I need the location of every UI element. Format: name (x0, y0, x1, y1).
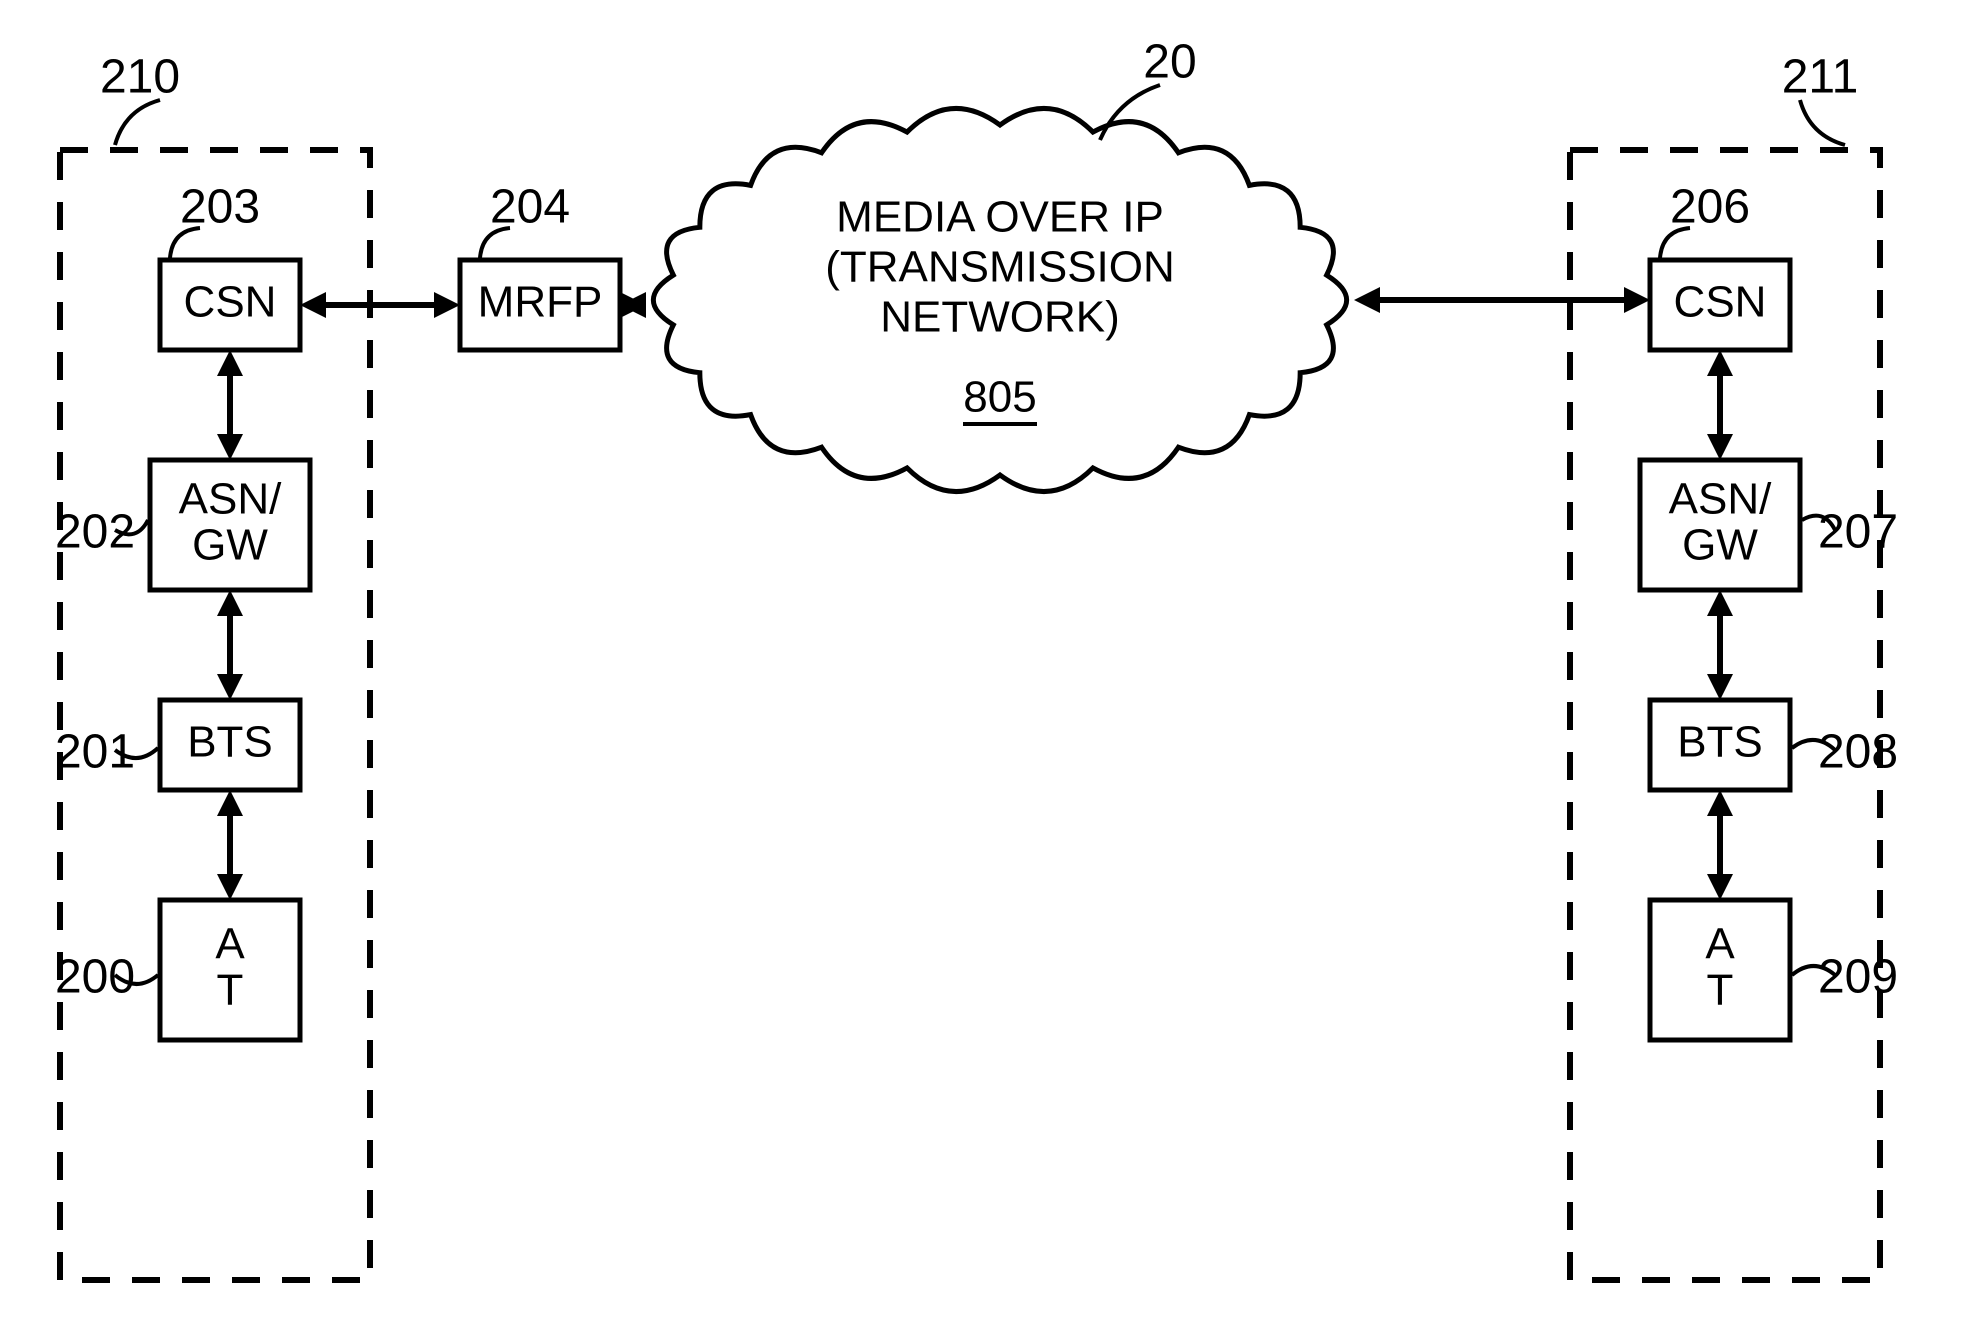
ref-204: 204 (490, 181, 570, 234)
box-asn_r-label: ASN/ (1669, 475, 1772, 524)
box-asn_l-label: ASN/ (179, 475, 282, 524)
ref-201: 201 (55, 726, 135, 779)
box-asn_l-label: GW (192, 521, 268, 570)
box-csn_r-label: CSN (1674, 278, 1767, 327)
box-asn_r-label: GW (1682, 521, 1758, 570)
cloud-label: (TRANSMISSION (825, 243, 1175, 292)
cloud-ref: 805 (963, 373, 1036, 422)
ref-207: 207 (1818, 506, 1898, 559)
ref-208: 208 (1818, 726, 1898, 779)
ref-210: 210 (100, 51, 180, 104)
ref-20: 20 (1143, 36, 1196, 89)
box-at_l-label: A (215, 920, 245, 969)
box-bts_r-label: BTS (1677, 718, 1763, 767)
box-bts_l-label: BTS (187, 718, 273, 767)
box-csn_l-label: CSN (184, 278, 277, 327)
cloud-label: NETWORK) (880, 293, 1120, 342)
ref-203: 203 (180, 181, 260, 234)
box-mrfp-label: MRFP (478, 278, 603, 327)
box-at_l-label: T (217, 966, 244, 1015)
network-diagram: MEDIA OVER IP(TRANSMISSIONNETWORK) 805 CSN… (0, 0, 1963, 1330)
box-at_r-label: T (1707, 966, 1734, 1015)
ref-209: 209 (1818, 951, 1898, 1004)
box-at_r-label: A (1705, 920, 1735, 969)
ref-200: 200 (55, 951, 135, 1004)
ref-211-leader (1800, 100, 1845, 145)
ref-211: 211 (1782, 51, 1859, 104)
cloud-label: MEDIA OVER IP (836, 193, 1164, 242)
ref-210-leader (115, 100, 160, 145)
ref-206: 206 (1670, 181, 1750, 234)
